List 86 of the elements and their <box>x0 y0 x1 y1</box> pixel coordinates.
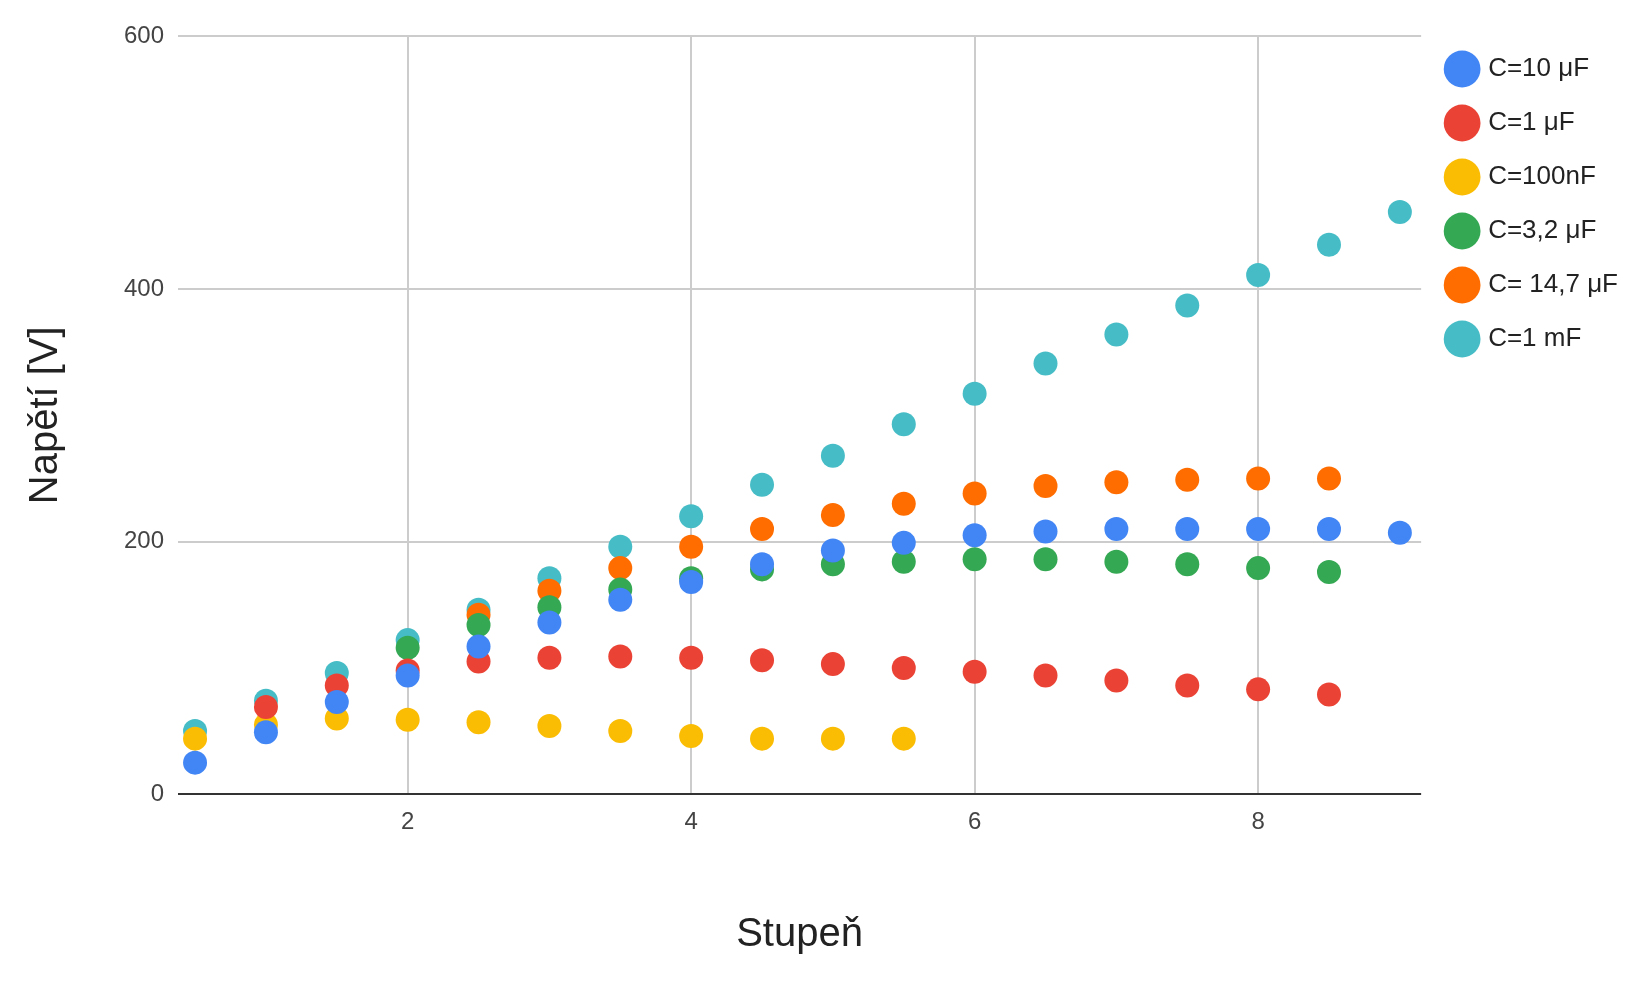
legend-label: C=1 μF <box>1488 106 1575 137</box>
point <box>1246 516 1271 541</box>
point <box>608 587 633 612</box>
point <box>962 523 987 548</box>
point <box>1316 516 1341 541</box>
point <box>750 648 775 673</box>
legend-label: C=1 mF <box>1488 322 1582 353</box>
point <box>962 659 987 684</box>
point <box>820 726 845 751</box>
point <box>466 612 491 637</box>
point <box>1387 199 1412 224</box>
x-tick-label: 2 <box>400 807 415 835</box>
point <box>1246 677 1271 702</box>
point <box>1104 516 1129 541</box>
y-tick-label: 200 <box>124 526 165 554</box>
point <box>395 635 420 660</box>
y-tick-label: 600 <box>124 21 165 49</box>
point <box>324 690 349 714</box>
point <box>395 707 420 732</box>
point <box>891 491 916 516</box>
point <box>750 472 775 497</box>
point <box>1246 466 1271 491</box>
y-tick-label: 0 <box>150 778 165 806</box>
point <box>679 645 704 670</box>
point <box>1104 470 1129 495</box>
point <box>750 552 775 577</box>
point <box>1387 520 1412 545</box>
point <box>962 547 987 572</box>
point <box>1033 351 1058 376</box>
point <box>1246 263 1271 288</box>
point <box>466 634 491 659</box>
point <box>1246 556 1271 581</box>
legend-label: C= 14,7 μF <box>1488 268 1618 299</box>
point <box>537 645 562 670</box>
point <box>1033 547 1058 572</box>
point <box>820 652 845 677</box>
point <box>750 726 775 751</box>
x-tick-label: 8 <box>1251 807 1265 835</box>
point <box>1175 552 1200 577</box>
legend-label: C=100nF <box>1488 160 1596 191</box>
point <box>1175 516 1200 541</box>
point <box>608 644 633 669</box>
point <box>608 719 633 744</box>
point <box>1175 293 1200 318</box>
point <box>537 610 562 635</box>
legend-label: C=10 μF <box>1488 52 1590 83</box>
point <box>1104 668 1129 693</box>
x-tick-label: 6 <box>967 807 982 835</box>
point <box>1316 682 1341 707</box>
point <box>1104 322 1129 347</box>
point <box>608 534 633 559</box>
y-axis-title: Napětí [V] <box>21 326 66 505</box>
point <box>1316 232 1341 257</box>
point <box>1033 663 1058 688</box>
point <box>891 530 916 555</box>
point <box>679 724 704 749</box>
point <box>608 556 633 581</box>
point <box>750 516 775 541</box>
point <box>679 534 704 559</box>
point <box>253 720 278 745</box>
x-tick-label: 4 <box>684 807 698 835</box>
point <box>820 503 845 528</box>
point <box>1104 549 1129 574</box>
point <box>962 381 987 406</box>
point <box>1316 559 1341 584</box>
point <box>1033 519 1058 544</box>
point <box>253 695 278 720</box>
point <box>820 538 845 563</box>
point <box>1316 466 1341 491</box>
point <box>962 481 987 506</box>
point <box>679 504 704 529</box>
point <box>891 412 916 437</box>
point <box>891 726 916 751</box>
point <box>183 750 208 775</box>
y-tick-label: 400 <box>124 273 165 301</box>
point <box>891 655 916 680</box>
point <box>183 726 208 751</box>
point <box>1033 474 1058 499</box>
x-axis-title: Stupeň <box>736 910 863 955</box>
point <box>466 710 491 735</box>
point <box>820 443 845 468</box>
point <box>395 663 420 688</box>
point <box>1175 467 1200 492</box>
legend-label: C=3,2 μF <box>1488 214 1597 245</box>
point <box>537 714 562 738</box>
point <box>1175 673 1200 698</box>
